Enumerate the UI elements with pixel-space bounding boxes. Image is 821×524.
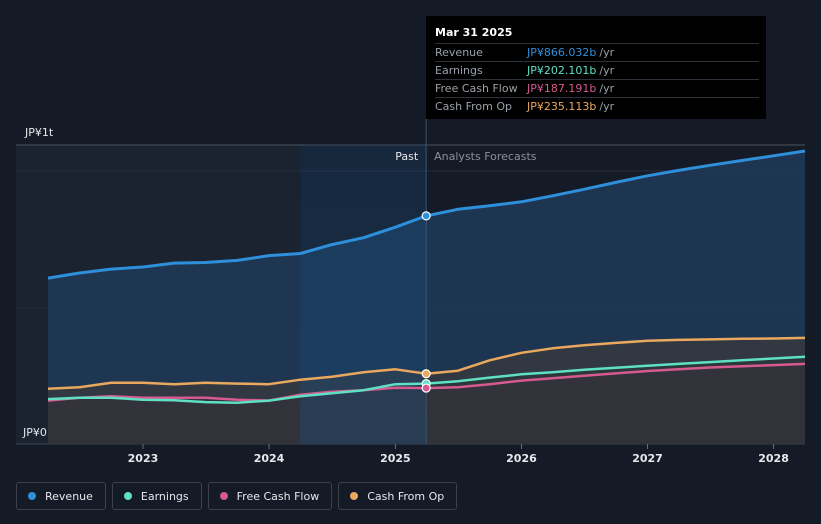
legend-item-free-cash-flow[interactable]: Free Cash Flow [207,482,333,510]
tooltip-date: Mar 31 2025 [435,26,513,39]
tooltip-value: JP¥202.101b [527,64,597,77]
tooltip-label: Free Cash Flow [435,82,518,95]
y-tick-label-top: JP¥1t [24,126,54,139]
tooltip-row-earnings: Earnings JP¥202.101b /yr [435,61,759,79]
x-tick-label: 2028 [758,452,789,465]
forecast-label: Analysts Forecasts [434,150,537,163]
legend-dot-icon [123,492,132,500]
past-highlight-band [300,145,427,444]
x-axis: 2023 2024 2025 2026 2027 2028 [128,444,789,465]
tooltip-label: Revenue [435,46,483,59]
x-tick-label: 2027 [632,452,663,465]
legend-label: Free Cash Flow [236,489,320,503]
marker-revenue [421,211,431,221]
tooltip-value: JP¥187.191b [527,82,597,95]
tooltip: Mar 31 2025 Revenue JP¥866.032b /yr Earn… [426,16,766,119]
x-tick-label: 2025 [380,452,411,465]
tooltip-row-cash-from-op: Cash From Op JP¥235.113b /yr [435,97,759,115]
tooltip-unit: /yr [599,100,615,113]
x-tick-label: 2026 [506,452,537,465]
marker-free-cash-flow [421,383,431,393]
legend-dot-icon [350,492,359,500]
x-tick-label: 2024 [254,452,285,465]
legend-label: Revenue [45,489,93,503]
legend-label: Earnings [140,489,189,503]
tooltip-row-revenue: Revenue JP¥866.032b /yr [435,43,759,61]
tooltip-label: Cash From Op [435,100,513,113]
tooltip-row-free-cash-flow: Free Cash Flow JP¥187.191b /yr [435,79,759,97]
x-tick-label: 2023 [128,452,159,465]
tooltip-unit: /yr [599,46,615,59]
hover-markers [421,211,431,393]
legend-item-cash-from-op[interactable]: Cash From Op [338,482,458,510]
legend: Revenue Earnings Free Cash Flow Cash Fro… [16,482,458,510]
legend-dot-icon [219,492,228,500]
legend-item-earnings[interactable]: Earnings [111,482,202,510]
tooltip-unit: /yr [599,64,615,77]
tooltip-value: JP¥235.113b [527,100,597,113]
tooltip-unit: /yr [599,82,615,95]
legend-label: Cash From Op [367,489,445,503]
tooltip-label: Earnings [435,64,483,77]
past-label: Past [395,150,419,163]
legend-item-revenue[interactable]: Revenue [16,482,106,510]
tooltip-value: JP¥866.032b [527,46,597,59]
legend-dot-icon [28,492,36,500]
marker-cash-from-op [421,369,431,379]
y-tick-label-bottom: JP¥0 [22,426,47,439]
